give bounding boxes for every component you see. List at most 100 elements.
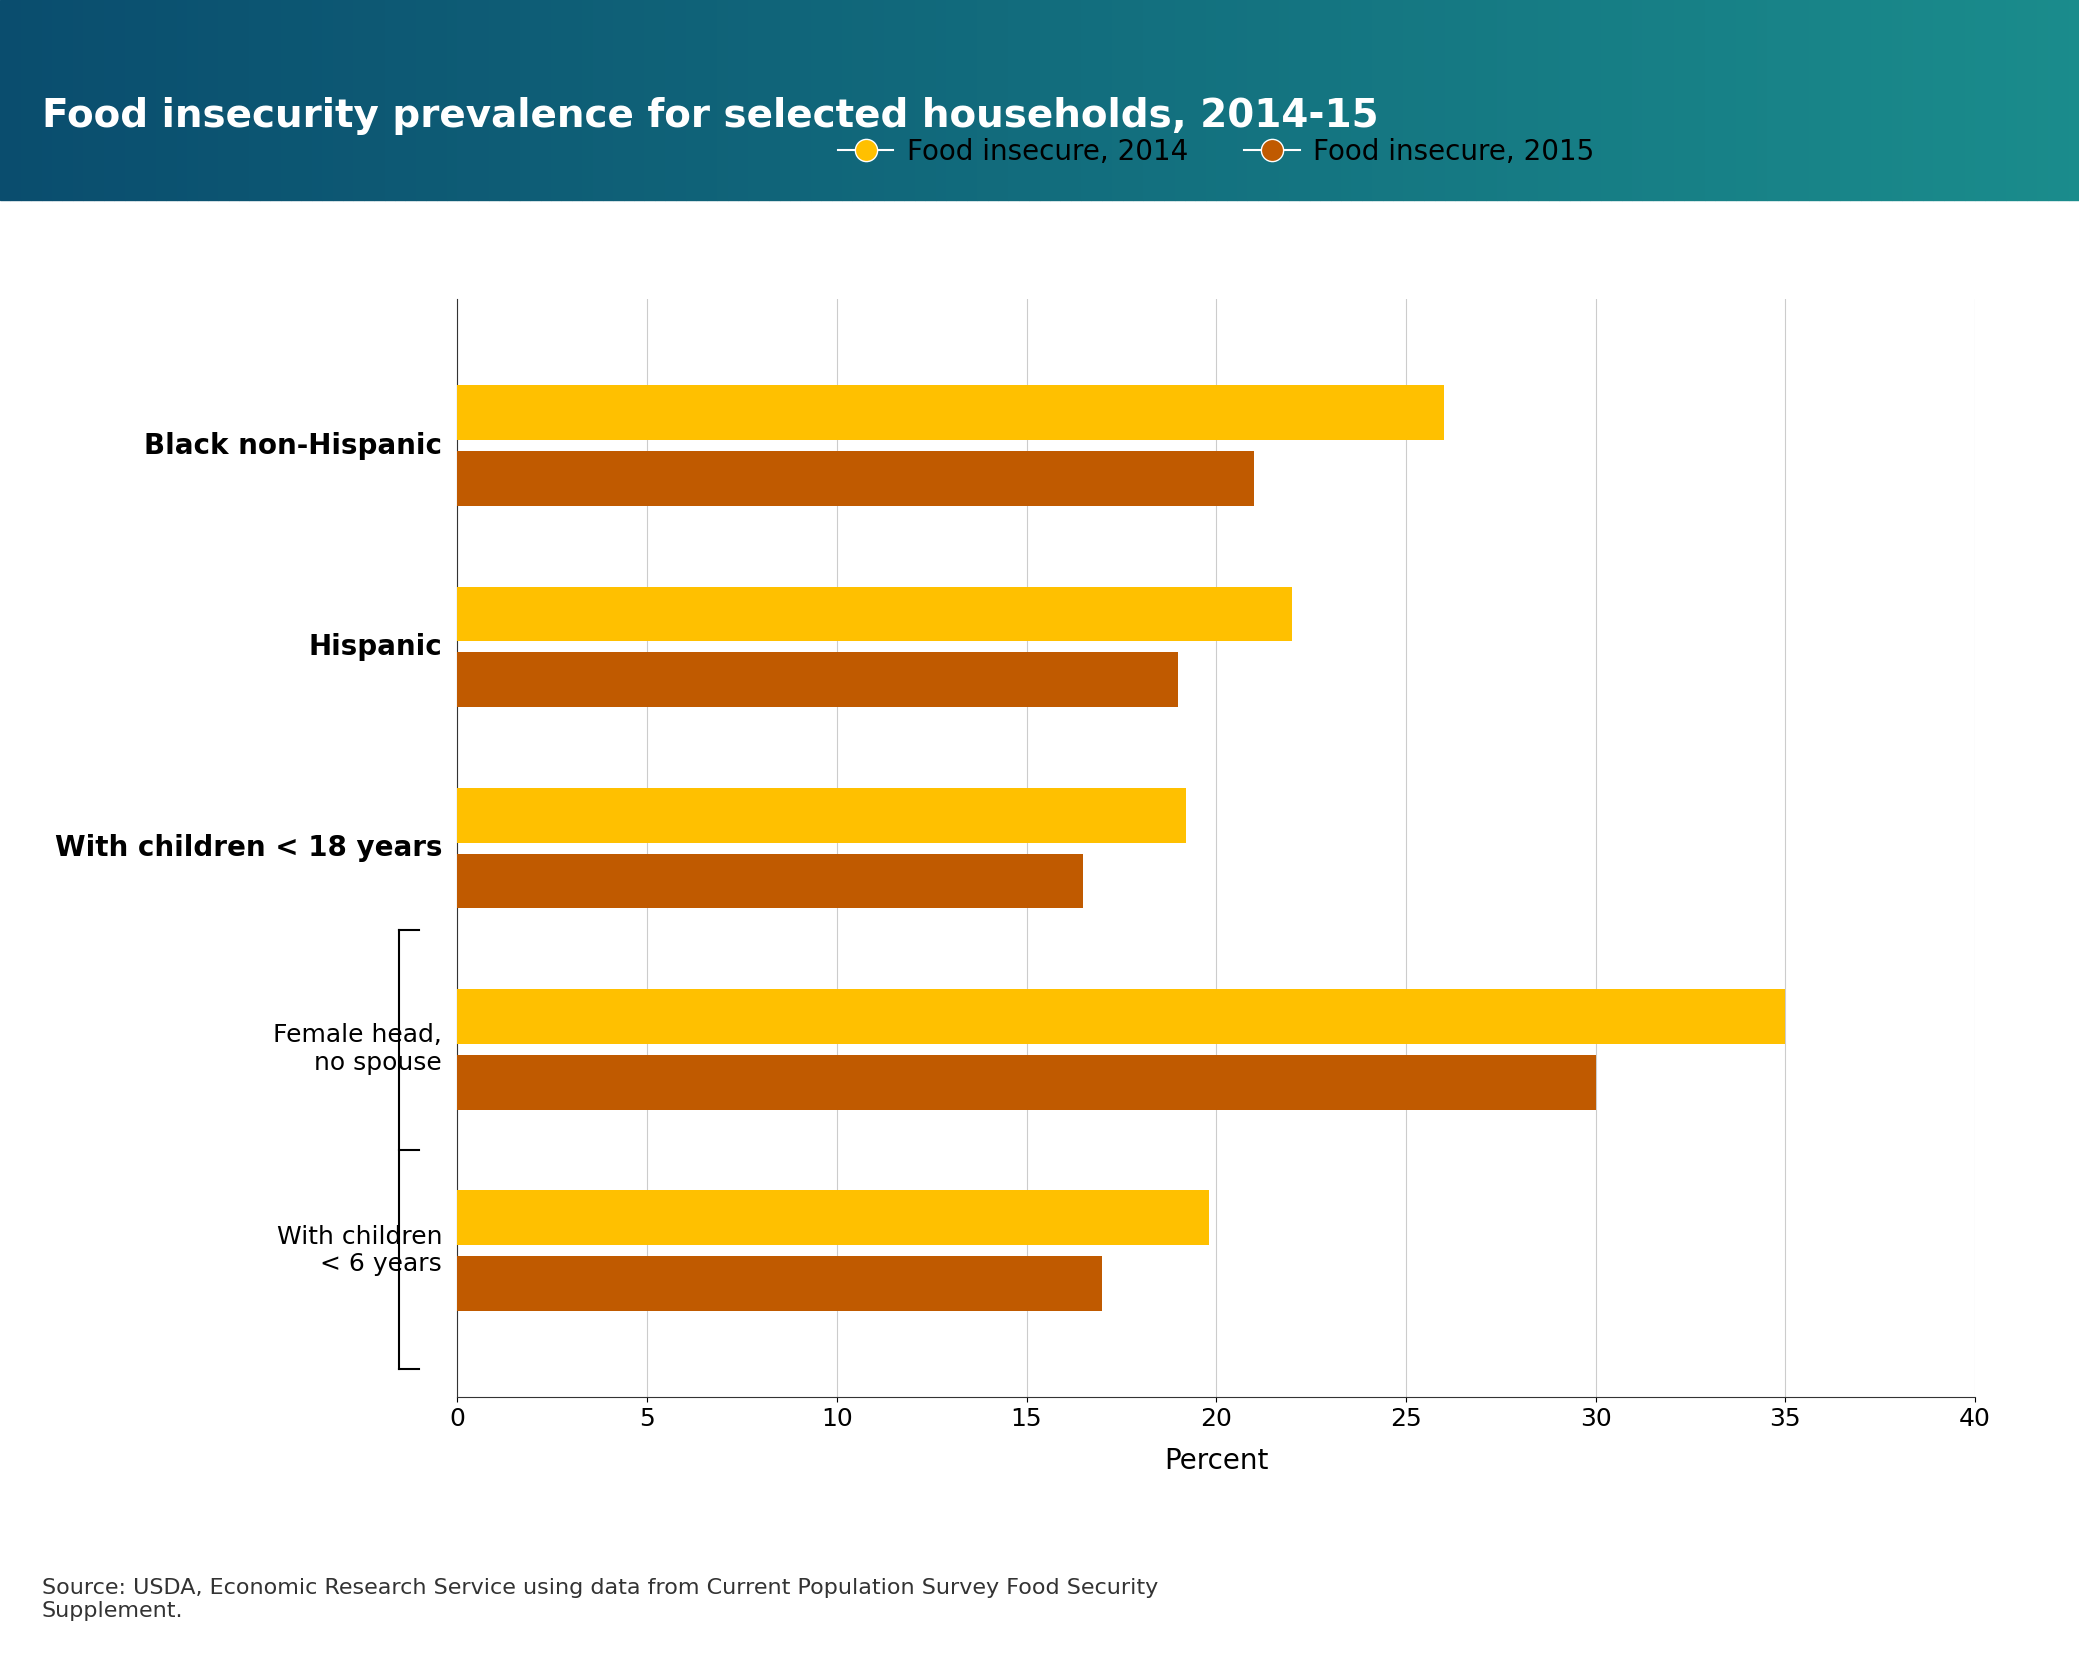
Bar xyxy=(1892,0,1902,200)
Bar xyxy=(1580,0,1590,200)
Bar xyxy=(208,0,218,200)
Bar xyxy=(915,0,925,200)
Bar xyxy=(686,0,696,200)
Bar xyxy=(457,1054,1597,1109)
Bar xyxy=(769,0,780,200)
Bar xyxy=(1331,0,1341,200)
Legend: Food insecure, 2014, Food insecure, 2015: Food insecure, 2014, Food insecure, 2015 xyxy=(827,126,1605,176)
Bar xyxy=(644,0,655,200)
Bar xyxy=(270,0,281,200)
Bar xyxy=(1528,0,1538,200)
Bar xyxy=(83,0,94,200)
Bar xyxy=(1268,0,1279,200)
Bar xyxy=(457,386,1445,441)
Bar xyxy=(1881,0,1892,200)
Bar xyxy=(1455,0,1466,200)
Bar xyxy=(1299,0,1310,200)
Bar xyxy=(2027,0,2037,200)
Bar xyxy=(1040,0,1050,200)
Bar xyxy=(457,451,1254,506)
Text: Black non-Hispanic: Black non-Hispanic xyxy=(143,432,443,459)
Bar xyxy=(457,788,1185,843)
Bar xyxy=(2037,0,2048,200)
Bar xyxy=(468,0,478,200)
Bar xyxy=(1185,0,1195,200)
Bar xyxy=(1195,0,1206,200)
Bar xyxy=(249,0,260,200)
Bar xyxy=(1944,0,1954,200)
Bar xyxy=(457,853,1083,908)
Bar xyxy=(1216,0,1227,200)
Bar xyxy=(1965,0,1975,200)
Text: Food insecurity prevalence for selected households, 2014-15: Food insecurity prevalence for selected … xyxy=(42,96,1378,135)
Bar xyxy=(499,0,509,200)
Bar xyxy=(1996,0,2006,200)
Bar xyxy=(1674,0,1684,200)
Bar xyxy=(613,0,624,200)
Bar xyxy=(177,0,187,200)
Text: Source: USDA, Economic Research Service using data from Current Population Surve: Source: USDA, Economic Research Service … xyxy=(42,1578,1158,1621)
Bar xyxy=(894,0,904,200)
Bar xyxy=(385,0,395,200)
Bar xyxy=(1008,0,1019,200)
Bar xyxy=(374,0,385,200)
Bar xyxy=(1393,0,1403,200)
Bar xyxy=(364,0,374,200)
Bar xyxy=(0,0,10,200)
Bar xyxy=(1736,0,1746,200)
Bar xyxy=(790,0,800,200)
Bar xyxy=(1507,0,1518,200)
Bar xyxy=(1871,0,1881,200)
Bar xyxy=(1279,0,1289,200)
Bar xyxy=(1663,0,1674,200)
Bar xyxy=(1175,0,1185,200)
Bar xyxy=(1476,0,1486,200)
Bar xyxy=(2048,0,2058,200)
Bar xyxy=(457,989,1786,1044)
Bar xyxy=(1414,0,1424,200)
Bar xyxy=(333,0,343,200)
Bar xyxy=(1112,0,1123,200)
Bar xyxy=(572,0,582,200)
Bar xyxy=(1133,0,1143,200)
Bar xyxy=(1060,0,1071,200)
Bar xyxy=(395,0,405,200)
Bar xyxy=(1403,0,1414,200)
Bar xyxy=(1237,0,1247,200)
Bar xyxy=(322,0,333,200)
Bar xyxy=(1705,0,1715,200)
Bar xyxy=(1227,0,1237,200)
Bar xyxy=(748,0,759,200)
Bar xyxy=(873,0,884,200)
Bar xyxy=(1143,0,1154,200)
Bar xyxy=(1164,0,1175,200)
Bar xyxy=(260,0,270,200)
Bar xyxy=(1424,0,1435,200)
Bar xyxy=(1549,0,1559,200)
Bar xyxy=(1050,0,1060,200)
Bar xyxy=(1985,0,1996,200)
Bar xyxy=(426,0,437,200)
Bar xyxy=(1258,0,1268,200)
Bar xyxy=(10,0,21,200)
Bar xyxy=(1435,0,1445,200)
Bar xyxy=(1601,0,1611,200)
Bar xyxy=(852,0,863,200)
Bar xyxy=(520,0,530,200)
Bar xyxy=(551,0,561,200)
Bar xyxy=(728,0,738,200)
Bar xyxy=(114,0,125,200)
Bar xyxy=(281,0,291,200)
Bar xyxy=(187,0,198,200)
Bar xyxy=(988,0,998,200)
Text: With children < 18 years: With children < 18 years xyxy=(54,835,443,861)
Bar xyxy=(1497,0,1507,200)
Bar xyxy=(634,0,644,200)
Bar xyxy=(94,0,104,200)
Bar xyxy=(146,0,156,200)
Bar xyxy=(1788,0,1798,200)
Bar xyxy=(946,0,956,200)
Bar xyxy=(1518,0,1528,200)
Bar xyxy=(1746,0,1757,200)
Bar xyxy=(967,0,977,200)
